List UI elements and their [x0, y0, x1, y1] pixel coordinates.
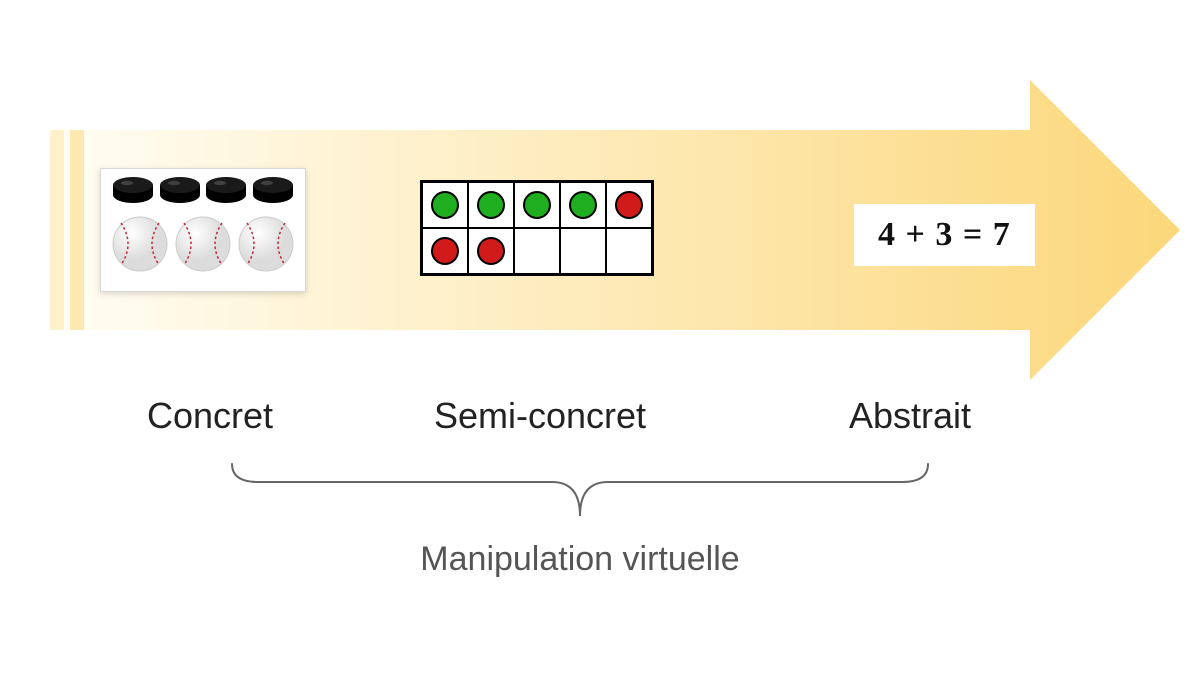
hockey-puck-icon: [111, 175, 155, 205]
label-semi-concret: Semi-concret: [400, 395, 680, 437]
red-counter-icon: [615, 191, 643, 219]
equation-text: 4 + 3 = 7: [878, 216, 1011, 253]
brace-svg: [230, 460, 930, 520]
ten-frame-cell: [560, 182, 606, 228]
ten-frame-cell: [514, 228, 560, 274]
sublabel-manipulation-virtuelle: Manipulation virtuelle: [330, 540, 830, 579]
baseball-icon: [237, 215, 295, 273]
green-counter-icon: [477, 191, 505, 219]
baseball-icon: [111, 215, 169, 273]
red-counter-icon: [431, 237, 459, 265]
green-counter-icon: [523, 191, 551, 219]
concrete-objects-panel: [100, 168, 306, 292]
ten-frame: [420, 180, 654, 276]
green-counter-icon: [431, 191, 459, 219]
red-counter-icon: [477, 237, 505, 265]
baseballs-row: [109, 215, 297, 273]
ten-frame-cell: [514, 182, 560, 228]
ten-frame-cell: [468, 182, 514, 228]
ten-frame-row: [422, 182, 652, 228]
ten-frame-cell: [560, 228, 606, 274]
hockey-pucks-row: [109, 175, 297, 205]
hockey-puck-icon: [204, 175, 248, 205]
diagram-root: 4 + 3 = 7 Concret Semi-concret Abstrait …: [0, 0, 1202, 678]
label-concret: Concret: [110, 395, 310, 437]
equation-box: 4 + 3 = 7: [854, 204, 1035, 266]
baseball-icon: [174, 215, 232, 273]
hockey-puck-icon: [158, 175, 202, 205]
ten-frame-cell: [422, 228, 468, 274]
ten-frame-cell: [422, 182, 468, 228]
curly-brace: [230, 460, 930, 520]
green-counter-icon: [569, 191, 597, 219]
ten-frame-row: [422, 228, 652, 274]
hockey-puck-icon: [251, 175, 295, 205]
ten-frame-cell: [606, 228, 652, 274]
ten-frame-cell: [468, 228, 514, 274]
ten-frame-cell: [606, 182, 652, 228]
label-abstrait: Abstrait: [810, 395, 1010, 437]
